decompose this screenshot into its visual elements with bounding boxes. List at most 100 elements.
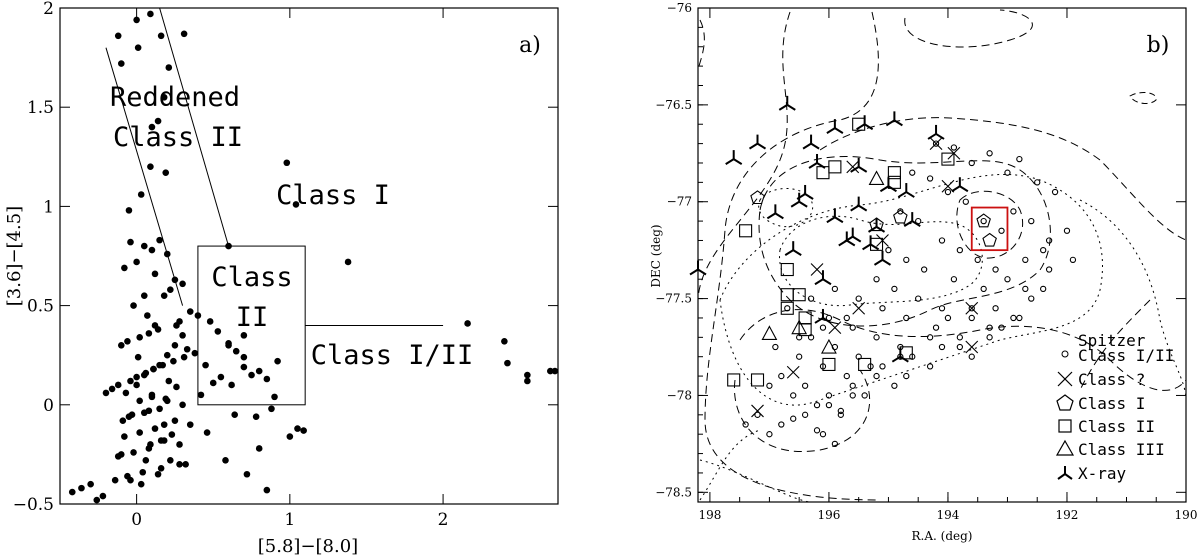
point-circle bbox=[879, 363, 886, 370]
data-point bbox=[274, 357, 281, 365]
point-tri bbox=[826, 119, 844, 134]
data-point bbox=[117, 341, 125, 349]
point-circle bbox=[790, 392, 797, 399]
panel-a-frame bbox=[59, 7, 559, 505]
point-circle bbox=[903, 372, 910, 380]
point-cross bbox=[810, 263, 824, 276]
data-point bbox=[108, 385, 116, 393]
point-circle bbox=[956, 334, 964, 341]
data-point bbox=[167, 286, 174, 294]
x-tick-label: 198 bbox=[698, 508, 721, 522]
point-cross bbox=[965, 340, 979, 354]
y-tick-label: −0.5 bbox=[13, 495, 54, 515]
contour-dotted bbox=[779, 215, 983, 307]
data-point bbox=[171, 276, 179, 284]
point-circle bbox=[873, 372, 880, 380]
data-point bbox=[240, 353, 248, 361]
point-tri bbox=[868, 217, 886, 233]
data-point bbox=[93, 496, 101, 504]
point-circle bbox=[1051, 188, 1059, 196]
point-circle bbox=[1040, 247, 1047, 254]
data-point bbox=[167, 457, 174, 464]
point-circle bbox=[962, 198, 969, 205]
point-tri bbox=[903, 212, 921, 227]
point-circle bbox=[819, 431, 827, 438]
data-point bbox=[156, 236, 163, 244]
x-tick-label: 2 bbox=[438, 510, 449, 530]
point-circle bbox=[998, 227, 1005, 234]
point-tri bbox=[838, 231, 856, 247]
point-tri bbox=[879, 177, 897, 193]
data-point bbox=[148, 391, 156, 399]
point-circle bbox=[825, 392, 833, 399]
data-point bbox=[180, 353, 188, 361]
contour-dashed bbox=[697, 11, 791, 301]
point-circle bbox=[778, 372, 785, 380]
point-cross bbox=[852, 301, 866, 315]
point-circle bbox=[772, 343, 779, 351]
label-class2-line2: II bbox=[236, 302, 269, 333]
data-point bbox=[248, 371, 255, 379]
point-circle bbox=[986, 150, 993, 157]
point-circle bbox=[932, 324, 940, 331]
point-circle bbox=[986, 324, 993, 331]
point-circle bbox=[837, 407, 844, 415]
data-point bbox=[186, 421, 194, 428]
point-tri bbox=[784, 241, 802, 257]
point-circle bbox=[1016, 314, 1023, 322]
point-circle bbox=[778, 421, 785, 428]
point-tri bbox=[873, 250, 892, 266]
data-point bbox=[191, 349, 199, 357]
point-circle bbox=[849, 382, 856, 389]
point-circle bbox=[938, 305, 946, 312]
data-point bbox=[170, 357, 177, 365]
panel-b: 198 196 194 192 190−76−76.5−77−77.5−78−78.5 … bbox=[649, 1, 1197, 543]
data-point bbox=[197, 391, 205, 399]
point-circle bbox=[968, 159, 975, 167]
data-point bbox=[344, 258, 352, 266]
data-point bbox=[127, 476, 134, 484]
data-point bbox=[130, 302, 137, 309]
legend-label-spitzer-class: Class I/II bbox=[1078, 346, 1174, 365]
point-circle bbox=[819, 324, 827, 331]
point-square bbox=[780, 262, 794, 277]
y-tick-label: −76 bbox=[667, 1, 692, 15]
data-point bbox=[151, 322, 159, 329]
data-point bbox=[127, 238, 134, 246]
data-point bbox=[150, 365, 157, 373]
data-point bbox=[300, 427, 307, 434]
point-circle bbox=[1016, 155, 1023, 163]
contour-dotted bbox=[699, 459, 811, 503]
data-point bbox=[240, 363, 248, 371]
data-point bbox=[130, 449, 137, 456]
data-point bbox=[156, 361, 163, 369]
data-point bbox=[547, 367, 554, 375]
point-square bbox=[792, 288, 806, 302]
legend-label-class-unknown: Class ? bbox=[1078, 370, 1145, 389]
point-tri bbox=[802, 134, 820, 150]
data-point bbox=[147, 163, 154, 171]
data-point bbox=[148, 246, 156, 254]
panel-b-frame bbox=[697, 7, 1187, 503]
y-tick-label: 2 bbox=[43, 0, 54, 19]
contour-dotted bbox=[719, 173, 1103, 406]
data-point bbox=[232, 347, 240, 355]
contour-dotted bbox=[1079, 199, 1187, 401]
point-circle bbox=[903, 314, 910, 322]
data-point bbox=[154, 117, 162, 125]
point-circle bbox=[1004, 276, 1011, 283]
data-point bbox=[283, 159, 291, 167]
data-point bbox=[78, 484, 85, 492]
point-circle bbox=[986, 334, 993, 341]
point-circle bbox=[861, 392, 868, 399]
panel-a-region-lines bbox=[105, 7, 444, 406]
data-point bbox=[165, 64, 173, 71]
point-circle bbox=[843, 314, 850, 322]
point-circle bbox=[807, 295, 815, 302]
data-point bbox=[163, 250, 171, 258]
point-square bbox=[798, 323, 812, 337]
point-pentagon bbox=[976, 213, 991, 228]
data-point bbox=[114, 381, 122, 389]
data-point bbox=[180, 30, 188, 38]
point-circle bbox=[998, 324, 1005, 331]
